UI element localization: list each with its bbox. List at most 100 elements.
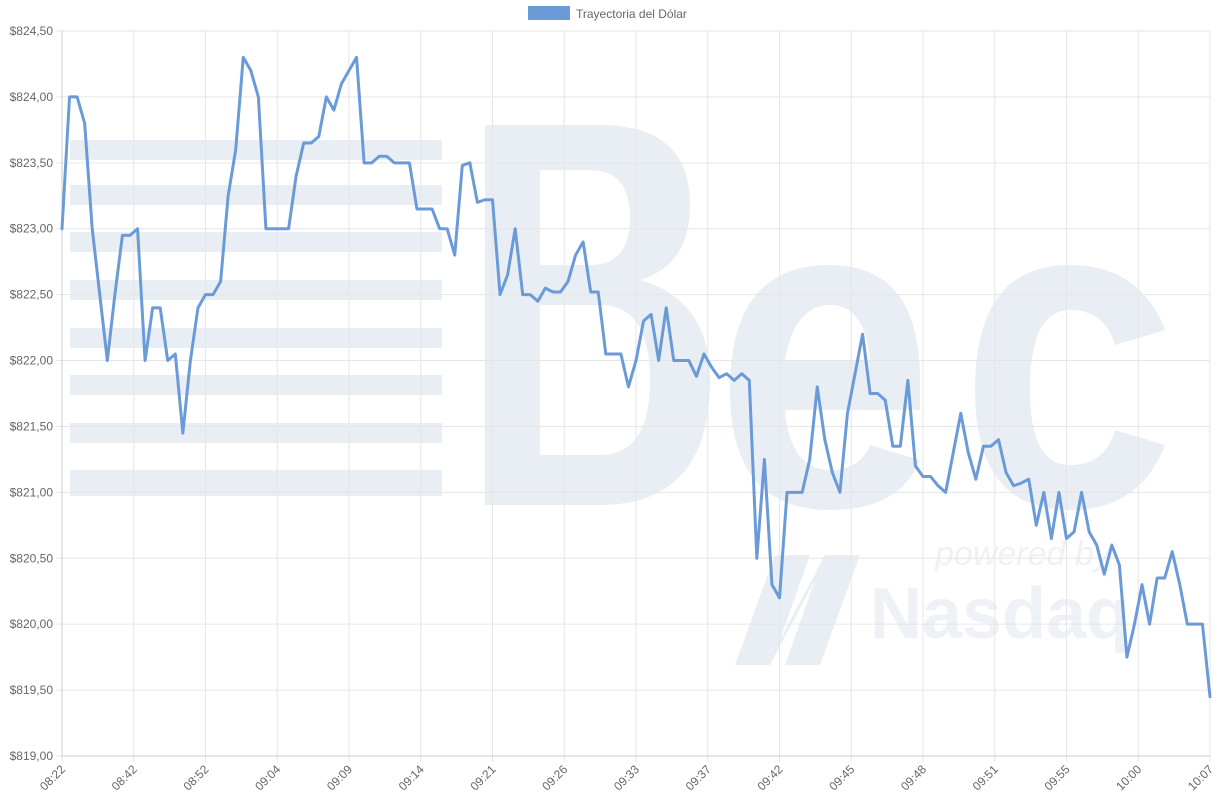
data-point[interactable] [429,206,435,212]
data-point[interactable] [1011,483,1017,489]
data-point[interactable] [1026,476,1032,482]
data-point[interactable] [255,94,261,100]
data-point[interactable] [1056,489,1062,495]
data-point[interactable] [467,160,473,166]
data-point[interactable] [97,292,103,298]
data-point[interactable] [641,318,647,324]
data-point[interactable] [89,226,95,232]
data-point[interactable] [1064,536,1070,542]
data-point[interactable] [535,298,541,304]
data-point[interactable] [769,582,775,588]
data-point[interactable] [731,377,737,383]
data-point[interactable] [248,68,254,74]
data-point[interactable] [422,206,428,212]
data-point[interactable] [316,133,322,139]
legend-label[interactable]: Trayectoria del Dólar [576,7,687,21]
data-point[interactable] [988,443,994,449]
data-point[interactable] [165,358,171,364]
data-point[interactable] [882,397,888,403]
data-point[interactable] [527,292,533,298]
data-point[interactable] [837,489,843,495]
data-point[interactable] [1147,621,1153,627]
data-point[interactable] [172,351,178,357]
data-point[interactable] [59,226,65,232]
data-point[interactable] [1079,489,1085,495]
data-point[interactable] [996,437,1002,443]
data-point[interactable] [1154,575,1160,581]
data-point[interactable] [490,197,496,203]
data-point[interactable] [671,358,677,364]
data-point[interactable] [610,351,616,357]
data-point[interactable] [1048,536,1054,542]
data-point[interactable] [542,285,548,291]
data-point[interactable] [391,160,397,166]
data-point[interactable] [512,226,518,232]
data-point[interactable] [1033,522,1039,528]
data-point[interactable] [225,193,231,199]
data-point[interactable] [709,364,715,370]
data-point[interactable] [278,226,284,232]
data-point[interactable] [693,373,699,379]
data-point[interactable] [739,371,745,377]
data-point[interactable] [1018,480,1024,486]
data-point[interactable] [656,358,662,364]
data-point[interactable] [240,54,246,60]
data-point[interactable] [580,239,586,245]
data-point[interactable] [973,476,979,482]
data-point[interactable] [928,474,934,480]
data-point[interactable] [1169,549,1175,555]
data-point[interactable] [1109,542,1115,548]
data-point[interactable] [1162,575,1168,581]
data-point[interactable] [822,437,828,443]
data-point[interactable] [557,289,563,295]
data-point[interactable] [104,358,110,364]
data-point[interactable] [595,289,601,295]
data-point[interactable] [603,351,609,357]
data-point[interactable] [142,358,148,364]
data-point[interactable] [180,430,186,436]
data-point[interactable] [943,489,949,495]
data-point[interactable] [1184,621,1190,627]
data-point[interactable] [112,292,118,298]
data-point[interactable] [588,289,594,295]
data-point[interactable] [293,173,299,179]
data-point[interactable] [958,410,964,416]
data-point[interactable] [965,450,971,456]
data-point[interactable] [573,252,579,258]
data-point[interactable] [369,160,375,166]
data-point[interactable] [565,278,571,284]
data-point[interactable] [157,305,163,311]
data-point[interactable] [852,371,858,377]
data-point[interactable] [331,107,337,113]
data-point[interactable] [150,305,156,311]
data-point[interactable] [354,54,360,60]
data-point[interactable] [1086,529,1092,535]
data-point[interactable] [459,162,465,168]
data-point[interactable] [210,292,216,298]
data-point[interactable] [286,226,292,232]
data-point[interactable] [1139,582,1145,588]
data-point[interactable] [505,272,511,278]
data-point[interactable] [890,443,896,449]
data-point[interactable] [437,226,443,232]
data-point[interactable] [203,292,209,298]
data-point[interactable] [263,226,269,232]
data-point[interactable] [218,278,224,284]
data-point[interactable] [414,206,420,212]
data-point[interactable] [82,120,88,126]
data-point[interactable] [799,489,805,495]
data-point[interactable] [308,140,314,146]
data-point[interactable] [1207,694,1213,700]
data-point[interactable] [550,289,556,295]
data-point[interactable] [980,443,986,449]
data-point[interactable] [195,305,201,311]
data-point[interactable] [784,489,790,495]
data-point[interactable] [912,463,918,469]
data-point[interactable] [301,140,307,146]
data-point[interactable] [746,377,752,383]
data-point[interactable] [829,470,835,476]
data-point[interactable] [618,351,624,357]
data-point[interactable] [1116,562,1122,568]
data-point[interactable] [792,489,798,495]
data-point[interactable] [678,358,684,364]
